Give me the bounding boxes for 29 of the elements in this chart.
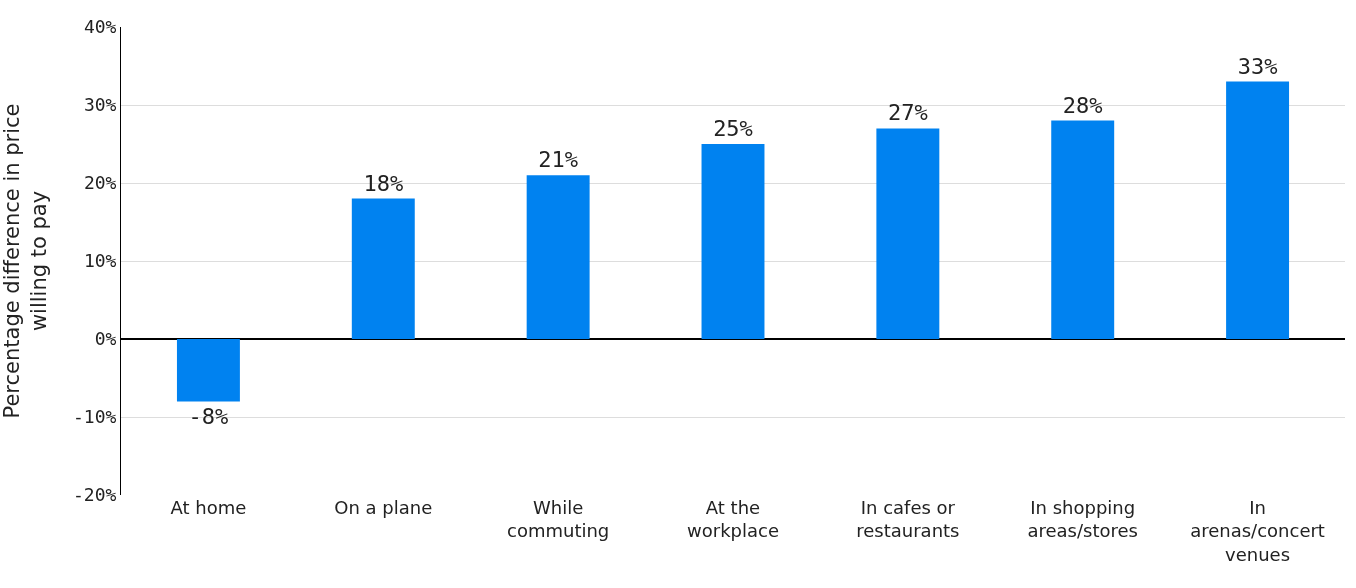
- bar: [526, 175, 590, 339]
- data-label: 33%: [1237, 53, 1278, 79]
- y-tick-label: -20%: [73, 484, 117, 506]
- bar: [351, 198, 415, 339]
- y-tick-label: -10%: [73, 406, 117, 428]
- y-tick-label: 40%: [83, 16, 117, 38]
- x-tick-label: At home: [170, 497, 247, 518]
- x-tick-label: On a plane: [334, 497, 433, 518]
- y-axis-title: Percentage difference in price willing to pay: [0, 103, 52, 419]
- bar: [1051, 120, 1115, 339]
- bar: [1226, 81, 1290, 339]
- x-tick-label: In cafes or restaurants: [856, 497, 960, 542]
- data-label: 25%: [713, 116, 753, 141]
- y-tick-label: 30%: [83, 94, 117, 116]
- data-label: -8%: [188, 404, 229, 430]
- y-tick-label: 0%: [94, 328, 117, 350]
- data-label: 28%: [1062, 92, 1103, 118]
- data-label: 21%: [538, 147, 579, 173]
- y-tick-label: 20%: [83, 172, 117, 194]
- y-tick-label: 10%: [83, 250, 117, 272]
- x-tick-label: While commuting: [507, 497, 610, 542]
- bar: [876, 128, 940, 339]
- data-label: 18%: [363, 170, 404, 196]
- data-label: 27%: [887, 100, 928, 126]
- x-tick-label: In arenas/concert venues: [1190, 497, 1325, 565]
- x-tick-label: In shopping areas/stores: [1027, 497, 1138, 542]
- bar: [176, 339, 240, 402]
- x-tick-label: At the workplace: [687, 497, 779, 542]
- bar: [701, 144, 765, 339]
